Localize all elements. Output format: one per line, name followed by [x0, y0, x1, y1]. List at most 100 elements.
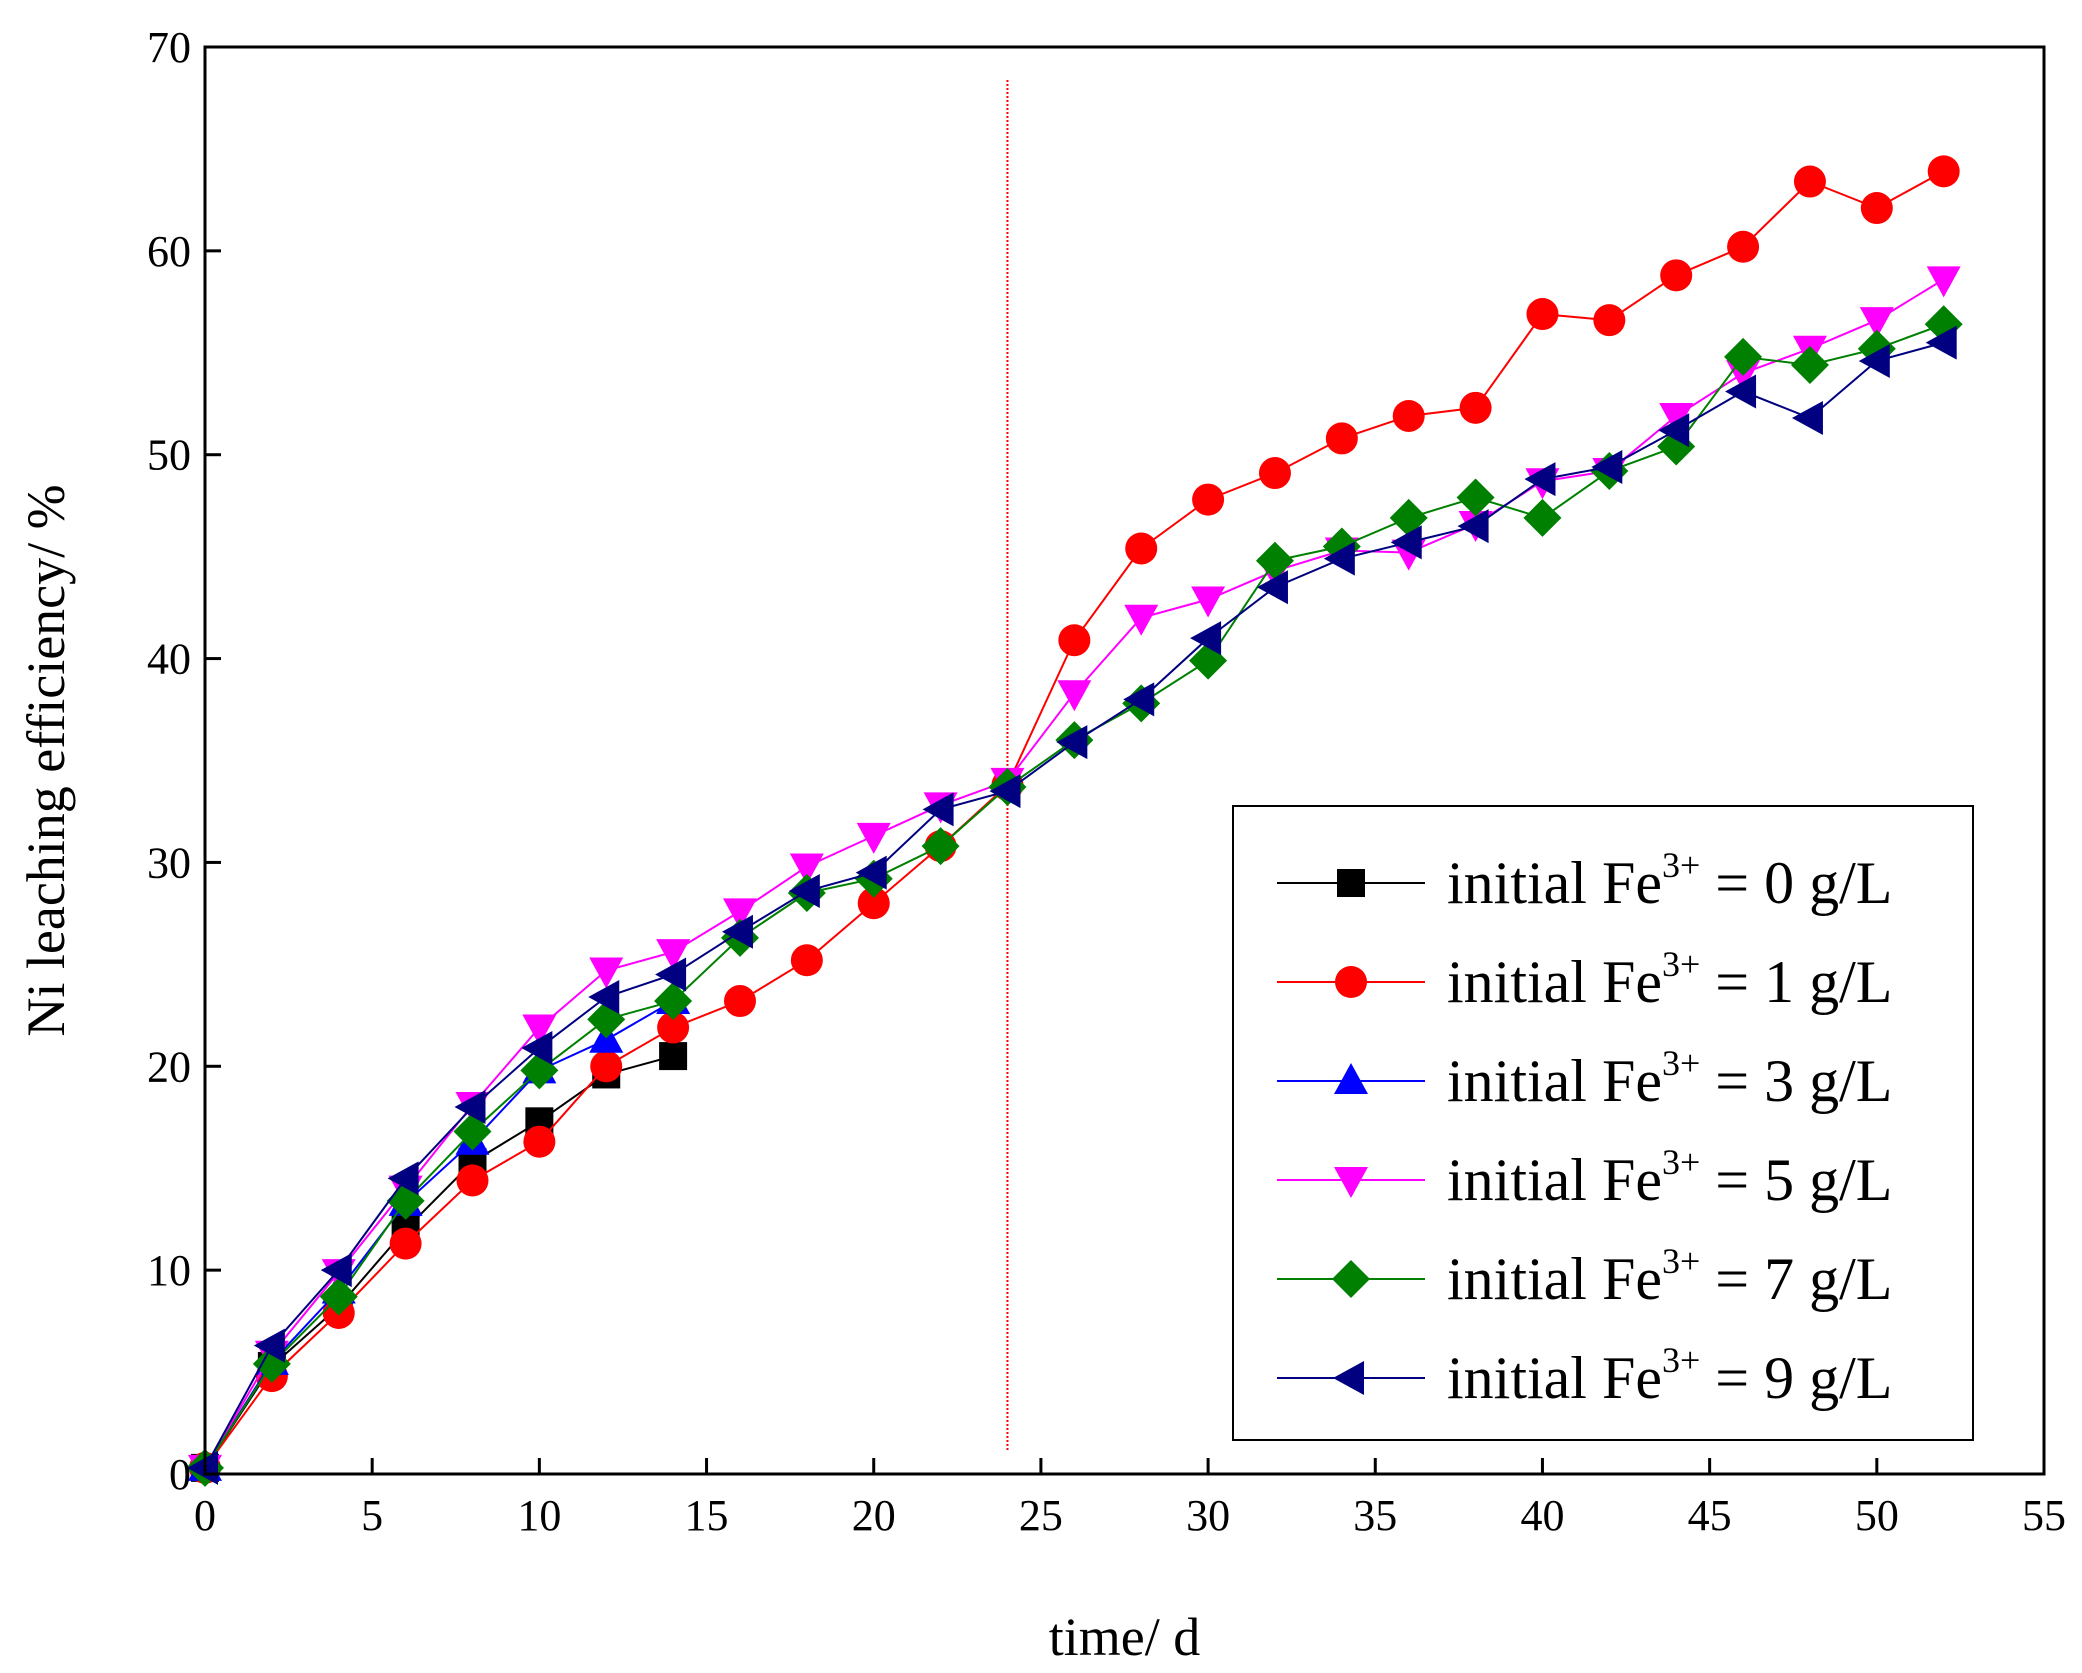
legend-label: initial Fe3+ = 3 g/L [1447, 1043, 1892, 1114]
legend-label: initial Fe3+ = 1 g/L [1447, 944, 1892, 1015]
data-point [1058, 624, 1091, 657]
data-point [1591, 449, 1623, 484]
x-tick-label: 10 [517, 1491, 561, 1540]
legend-item: initial Fe3+ = 3 g/L [1277, 1043, 1892, 1114]
series-5 [187, 325, 1957, 1485]
series-group [186, 155, 1963, 1487]
data-point [1123, 682, 1155, 717]
data-point [922, 792, 954, 827]
data-point [1524, 462, 1556, 497]
legend-item: initial Fe3+ = 5 g/L [1277, 1142, 1892, 1213]
data-point [1192, 483, 1225, 516]
data-point [1457, 509, 1489, 544]
data-point [722, 898, 757, 930]
data-point [1727, 230, 1760, 263]
data-point [1056, 725, 1088, 760]
y-tick-label: 60 [147, 227, 191, 276]
data-point [187, 1450, 218, 1485]
data-point [387, 1161, 419, 1196]
data-point [654, 982, 693, 1021]
y-tick-label: 0 [169, 1450, 191, 1499]
data-point [1593, 304, 1626, 337]
data-point [1925, 325, 1957, 360]
y-tick-label: 20 [147, 1042, 191, 1091]
data-point [1658, 413, 1690, 448]
data-point [1255, 541, 1294, 580]
y-tick-label: 50 [147, 431, 191, 480]
data-point [788, 873, 820, 908]
data-point [1790, 346, 1829, 385]
data-point [1926, 266, 1961, 298]
data-point [522, 1014, 557, 1046]
data-point [1325, 422, 1358, 455]
data-point [456, 1164, 489, 1197]
data-point [320, 1253, 352, 1288]
x-tick-label: 0 [194, 1491, 216, 1540]
data-point [659, 1042, 688, 1071]
data-point [1791, 401, 1823, 436]
data-point [790, 944, 823, 977]
data-point [789, 853, 824, 885]
legend-marker [1333, 1361, 1364, 1395]
data-point [1124, 604, 1159, 636]
data-point [1725, 374, 1757, 409]
data-point [319, 1277, 358, 1316]
data-point [253, 1328, 285, 1363]
x-axis-title: time/ d [1049, 1607, 1200, 1667]
data-point [1793, 165, 1826, 198]
data-point [1125, 532, 1158, 565]
legend-marker [1335, 966, 1367, 998]
x-tick-label: 30 [1186, 1491, 1230, 1540]
x-tick-label: 25 [1019, 1491, 1063, 1540]
data-point [1392, 399, 1425, 432]
data-point [721, 914, 753, 949]
data-point [1523, 498, 1562, 537]
legend-label: initial Fe3+ = 7 g/L [1447, 1241, 1892, 1312]
legend-item: initial Fe3+ = 9 g/L [1277, 1340, 1892, 1411]
data-point [855, 855, 887, 890]
data-point [1927, 155, 1960, 188]
x-tick-label: 50 [1855, 1491, 1899, 1540]
data-point [657, 1011, 690, 1044]
data-point [1258, 457, 1291, 490]
data-point [1858, 343, 1890, 378]
data-point [1659, 402, 1694, 434]
legend-box [1232, 805, 1974, 1441]
y-tick-label: 70 [147, 23, 191, 72]
data-point [1191, 586, 1226, 618]
legend-marker [1334, 1063, 1368, 1094]
data-point [656, 939, 691, 971]
data-point [389, 1227, 422, 1260]
data-point [989, 774, 1021, 809]
x-tick-label: 45 [1688, 1491, 1732, 1540]
axes-group: 0 5 10 15 20 25 30 35 40 45 50 55 0 10 20 30 40 50 60 70 [147, 23, 2066, 1540]
data-point [521, 1030, 553, 1065]
x-tick-label: 15 [685, 1491, 729, 1540]
x-tick-label: 5 [361, 1491, 383, 1540]
legend-item: initial Fe3+ = 7 g/L [1277, 1241, 1892, 1312]
data-point [1256, 570, 1288, 605]
data-point [1859, 307, 1894, 339]
data-point [856, 822, 891, 854]
x-tick-label: 35 [1353, 1491, 1397, 1540]
data-point [1456, 478, 1495, 517]
y-tick-label: 30 [147, 838, 191, 887]
data-point [1660, 259, 1693, 292]
x-tick-label: 20 [852, 1491, 896, 1540]
data-point [588, 979, 620, 1014]
data-point [454, 1090, 486, 1125]
x-tick-label: 55 [2022, 1491, 2066, 1540]
legend-item: initial Fe3+ = 0 g/L [1277, 845, 1892, 916]
plot-frame [203, 45, 2046, 1476]
legend-label: initial Fe3+ = 9 g/L [1447, 1340, 1892, 1411]
data-point [655, 957, 687, 992]
legend-marker [1334, 1167, 1368, 1198]
data-point [1459, 391, 1492, 424]
legend-label: initial Fe3+ = 5 g/L [1447, 1142, 1892, 1213]
legend-marker [1337, 869, 1365, 897]
data-point [723, 985, 756, 1018]
y-axis-title: Ni leaching efficiency/ % [16, 484, 76, 1036]
data-point [523, 1125, 556, 1158]
